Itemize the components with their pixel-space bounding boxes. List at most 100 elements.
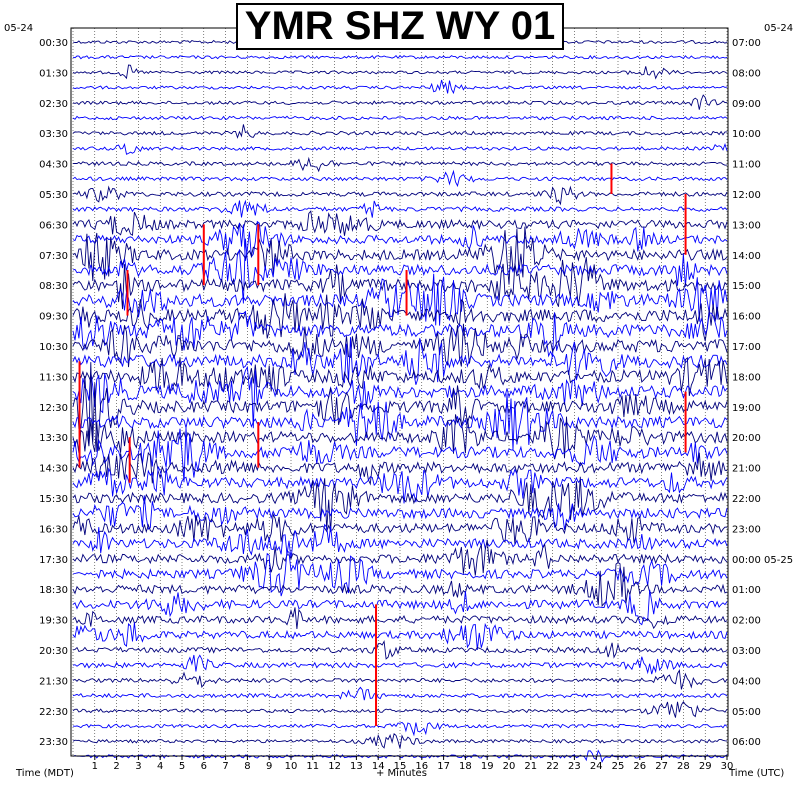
- right-time-label: 12:00: [732, 190, 761, 201]
- trace-line: [72, 220, 728, 261]
- x-tick-label: 23: [568, 761, 581, 772]
- left-time-label: 08:30: [39, 281, 68, 292]
- right-time-label: 20:00: [732, 433, 761, 444]
- trace-line: [72, 589, 728, 626]
- right-time-label: 18:00: [732, 372, 761, 383]
- right-time-label: 02:00: [732, 616, 761, 627]
- trace-group: [72, 33, 728, 764]
- trace-line: [72, 640, 728, 660]
- right-axis-label: Time (UTC): [728, 768, 784, 779]
- trace-line: [72, 607, 728, 630]
- trace-line: [72, 523, 728, 560]
- left-time-label: 13:30: [39, 433, 68, 444]
- right-time-label: 00:00 05-25: [732, 555, 793, 566]
- trace-line: [72, 414, 728, 460]
- right-time-label: 11:00: [732, 160, 761, 171]
- trace-line: [72, 257, 728, 310]
- trace-line: [72, 495, 728, 530]
- x-tick-label: 22: [546, 761, 559, 772]
- x-tick-label: 1: [92, 761, 98, 772]
- trace-line: [72, 512, 728, 545]
- trace-line: [72, 94, 728, 110]
- trace-line: [72, 210, 728, 236]
- x-tick-label: 16: [415, 761, 428, 772]
- left-time-label: 00:30: [39, 38, 68, 49]
- trace-line: [72, 273, 728, 326]
- left-time-label: 10:30: [39, 342, 68, 353]
- left-time-label: 04:30: [39, 160, 68, 171]
- x-tick-label: 30: [721, 761, 734, 772]
- trace-line: [72, 226, 728, 285]
- left-time-label: 23:30: [39, 737, 68, 748]
- trace-line: [72, 199, 728, 218]
- left-axis-label: Time (MDT): [15, 768, 74, 779]
- left-time-label: 03:30: [39, 129, 68, 140]
- x-tick-label: 7: [222, 761, 228, 772]
- trace-line: [72, 323, 728, 368]
- right-time-label: 23:00: [732, 524, 761, 535]
- x-tick-label: 20: [503, 761, 516, 772]
- left-date-label: 05-24: [4, 23, 33, 34]
- x-tick-label: 12: [328, 761, 341, 772]
- trace-line: [72, 654, 728, 675]
- trace-line: [72, 562, 728, 608]
- trace-line: [72, 124, 727, 139]
- trace-line: [72, 362, 728, 452]
- right-time-label: 10:00: [732, 129, 761, 140]
- trace-line: [72, 721, 728, 737]
- x-tick-label: 3: [135, 761, 141, 772]
- left-time-label: 11:30: [39, 372, 68, 383]
- right-time-label: 04:00: [732, 676, 761, 687]
- right-time-label: 13:00: [732, 220, 761, 231]
- trace-line: [72, 169, 728, 188]
- x-tick-label: 28: [677, 761, 690, 772]
- x-axis-label: + Minutes: [376, 768, 427, 779]
- x-tick-label: 18: [459, 761, 472, 772]
- trace-line: [72, 365, 728, 429]
- right-time-label: 17:00: [732, 342, 761, 353]
- left-time-label: 12:30: [39, 403, 68, 414]
- trace-line: [72, 732, 728, 749]
- right-time-label: 21:00: [732, 464, 761, 475]
- left-time-label: 01:30: [39, 68, 68, 79]
- right-time-label: 09:00: [732, 99, 761, 110]
- trace-line: [72, 427, 728, 483]
- right-time-label: 16:00: [732, 312, 761, 323]
- x-tick-label: 27: [655, 761, 668, 772]
- chart-title: YMR SHZ WY 01: [236, 3, 564, 50]
- trace-line: [72, 466, 728, 504]
- trace-line: [72, 293, 728, 342]
- right-time-label: 06:00: [732, 737, 761, 748]
- left-time-label: 18:30: [39, 585, 68, 596]
- right-time-label: 15:00: [732, 281, 761, 292]
- x-tick-label: 5: [179, 761, 185, 772]
- left-time-label: 20:30: [39, 646, 68, 657]
- right-time-label: 03:00: [732, 646, 761, 657]
- x-tick-label: 9: [266, 761, 272, 772]
- x-tick-label: 15: [394, 761, 407, 772]
- trace-line: [72, 143, 728, 155]
- x-tick-label: 11: [306, 761, 319, 772]
- left-time-label: 22:30: [39, 707, 68, 718]
- right-time-label: 01:00: [732, 585, 761, 596]
- left-time-label: 07:30: [39, 251, 68, 262]
- left-time-label: 02:30: [39, 99, 68, 110]
- trace-line: [72, 115, 728, 121]
- trace-line: [72, 156, 728, 173]
- trace-line: [72, 310, 728, 358]
- x-tick-label: 14: [372, 761, 385, 772]
- x-tick-label: 21: [524, 761, 537, 772]
- x-tick-label: 24: [590, 761, 603, 772]
- left-time-label: 15:30: [39, 494, 68, 505]
- right-time-label: 14:00: [732, 251, 761, 262]
- axis-group: 1 2 3 4 5 6 7 8 9 10 11 12 13 14 15 16 17 18 19 20 21 22 23 24 2…: [39, 38, 793, 772]
- x-tick-label: 26: [633, 761, 646, 772]
- trace-line: [72, 393, 728, 451]
- right-time-label: 07:00: [732, 38, 761, 49]
- right-time-label: 08:00: [732, 68, 761, 79]
- x-tick-label: 17: [437, 761, 450, 772]
- left-time-label: 09:30: [39, 312, 68, 323]
- trace-line: [72, 686, 728, 701]
- x-tick-label: 29: [699, 761, 712, 772]
